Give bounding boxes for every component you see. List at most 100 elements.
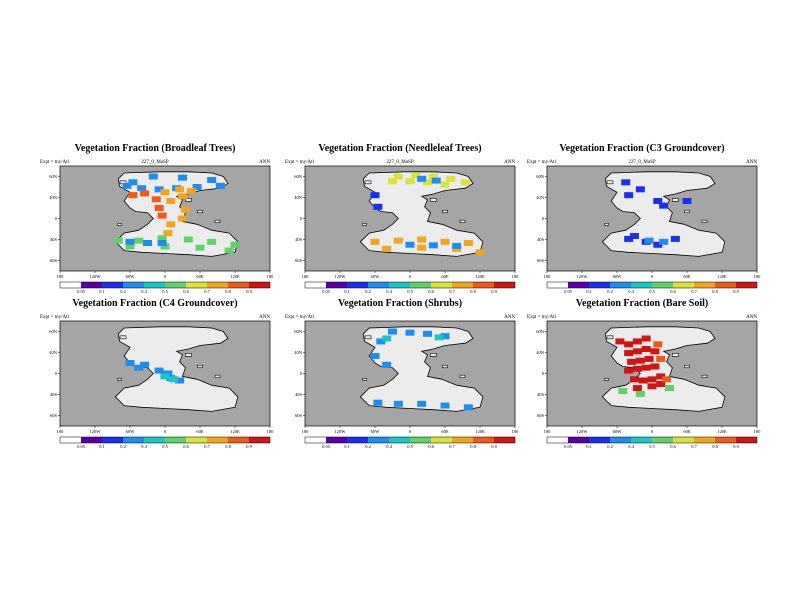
- vegetation-fraction-cell: [128, 192, 138, 199]
- y-tick-label: 60S: [537, 258, 545, 263]
- colorbar-swatch: [694, 437, 715, 443]
- island: [364, 180, 372, 185]
- vegetation-fraction-cell: [463, 240, 473, 246]
- vegetation-fraction-cell: [134, 364, 144, 371]
- colorbar-swatch: [347, 437, 368, 443]
- x-tick-label: 60W: [371, 274, 381, 279]
- colorbar-label: 0.1: [586, 444, 592, 449]
- vegetation-fraction-cell: [215, 182, 225, 189]
- vegetation-fraction-cell: [653, 198, 663, 204]
- colorbar-label: 0.9: [491, 444, 497, 449]
- y-tick-label: 40S: [50, 392, 58, 397]
- colorbar-swatch: [186, 282, 207, 288]
- colorbar-label: 0.8: [470, 444, 476, 449]
- vegetation-fraction-cell: [650, 348, 660, 355]
- x-tick-label: 60W: [613, 274, 623, 279]
- vegetation-fraction-cell: [463, 404, 473, 411]
- vegetation-fraction-cell: [647, 376, 657, 383]
- x-tick-label: 120E: [475, 274, 485, 279]
- vegetation-fraction-cell: [405, 241, 415, 248]
- vegetation-fraction-cell: [178, 193, 187, 200]
- x-tick-label: 0: [164, 429, 167, 434]
- vegetation-fraction-cell: [428, 173, 438, 180]
- vegetation-fraction-cell: [388, 178, 397, 185]
- colorbar-swatch: [610, 282, 631, 288]
- vegetation-fraction-cell: [460, 179, 470, 186]
- colorbar-label: 0.2: [365, 444, 371, 449]
- colorbar-label: 0.4: [628, 289, 634, 294]
- vegetation-fraction-cell: [370, 238, 380, 245]
- colorbar-label: 0.4: [141, 289, 147, 294]
- island: [442, 209, 448, 214]
- colorbar-swatch: [715, 437, 736, 443]
- vegetation-fraction-cell: [638, 377, 648, 384]
- map-plot: 180 120W 60W 0 60E 120E 180 60N 40N 0 40S 60S 0.05 0.…: [49, 165, 274, 294]
- colorbar-label: 0.6: [183, 444, 189, 449]
- x-tick-label: 120W: [335, 274, 347, 279]
- colorbar-swatch: [228, 437, 249, 443]
- colorbar-frame: [59, 281, 271, 289]
- colorbar-swatch: [81, 437, 102, 443]
- x-tick-label: 60W: [126, 274, 136, 279]
- colorbar-swatch: [652, 282, 673, 288]
- map-plot: 180 120W 60W 0 60E 120E 180 60N 40N 0 40S 60S 0.05 0.…: [536, 320, 761, 449]
- island: [672, 353, 679, 357]
- vegetation-fraction-cell: [154, 367, 164, 374]
- vegetation-fraction-cell: [624, 192, 634, 199]
- island: [197, 209, 203, 214]
- x-tick-label: 120E: [475, 429, 485, 434]
- vegetation-fraction-cell: [140, 361, 150, 368]
- x-tick-label: 180: [302, 429, 310, 434]
- vegetation-fraction-cell: [373, 399, 383, 406]
- vegetation-fraction-cell: [659, 202, 669, 209]
- x-tick-label: 120W: [577, 274, 589, 279]
- colorbar-label: 0.5: [407, 289, 413, 294]
- colorbar-swatch: [326, 282, 347, 288]
- vegetation-fraction-cell: [452, 242, 462, 249]
- y-tick-label: 0: [300, 371, 303, 376]
- colorbar-swatch: [305, 437, 326, 443]
- colorbar-label: 0.2: [607, 444, 613, 449]
- vegetation-fraction-cell: [160, 243, 170, 250]
- x-tick-label: 180: [267, 274, 275, 279]
- colorbar-swatch: [102, 437, 123, 443]
- island: [459, 374, 466, 378]
- x-tick-label: 60E: [683, 429, 691, 434]
- colorbar-label: 0.6: [428, 444, 434, 449]
- vegetation-fraction-cell: [382, 245, 392, 252]
- colorbar-swatch: [410, 437, 431, 443]
- x-tick-label: 120E: [230, 274, 240, 279]
- vegetation-fraction-cell: [647, 383, 657, 390]
- season-label: ANN: [504, 160, 515, 165]
- season-label: ANN: [746, 160, 757, 165]
- island: [672, 198, 679, 202]
- vegetation-fraction-cell: [662, 376, 672, 383]
- colorbar-swatch: [568, 437, 589, 443]
- y-tick-label: 40S: [50, 237, 58, 242]
- colorbar-swatch: [694, 282, 715, 288]
- colorbar-swatch: [144, 437, 165, 443]
- vegetation-fraction-cell: [653, 341, 663, 348]
- map-plot: 180 120W 60W 0 60E 120E 180 60N 40N 0 40S 60S 0.05 0.…: [49, 320, 274, 449]
- vegetation-fraction-cell: [148, 173, 158, 180]
- vegetation-fraction-cell: [630, 376, 639, 383]
- panel-c3-groundcover: Vegetation Fraction (C3 Groundcover) Exp…: [527, 143, 761, 294]
- colorbar-frame: [304, 281, 516, 289]
- island: [185, 353, 192, 357]
- colorbar-swatch: [452, 282, 473, 288]
- x-tick-label: 120W: [335, 429, 347, 434]
- vegetation-fraction-cell: [157, 235, 167, 242]
- colorbar-swatch: [652, 437, 673, 443]
- panel-title: Vegetation Fraction (C3 Groundcover): [559, 143, 725, 154]
- vegetation-fraction-cell: [417, 175, 427, 182]
- x-tick-label: 60E: [196, 274, 204, 279]
- colorbar-swatch: [452, 437, 473, 443]
- y-tick-label: 60N: [294, 329, 303, 334]
- panel-subtitle: 227_0_MaSP: [386, 160, 414, 165]
- vegetation-fraction-cell: [154, 205, 164, 211]
- x-tick-label: 120E: [717, 274, 727, 279]
- island: [459, 219, 466, 223]
- x-tick-label: 120W: [90, 274, 102, 279]
- colorbar-frame: [59, 436, 271, 444]
- colorbar-swatch: [589, 282, 610, 288]
